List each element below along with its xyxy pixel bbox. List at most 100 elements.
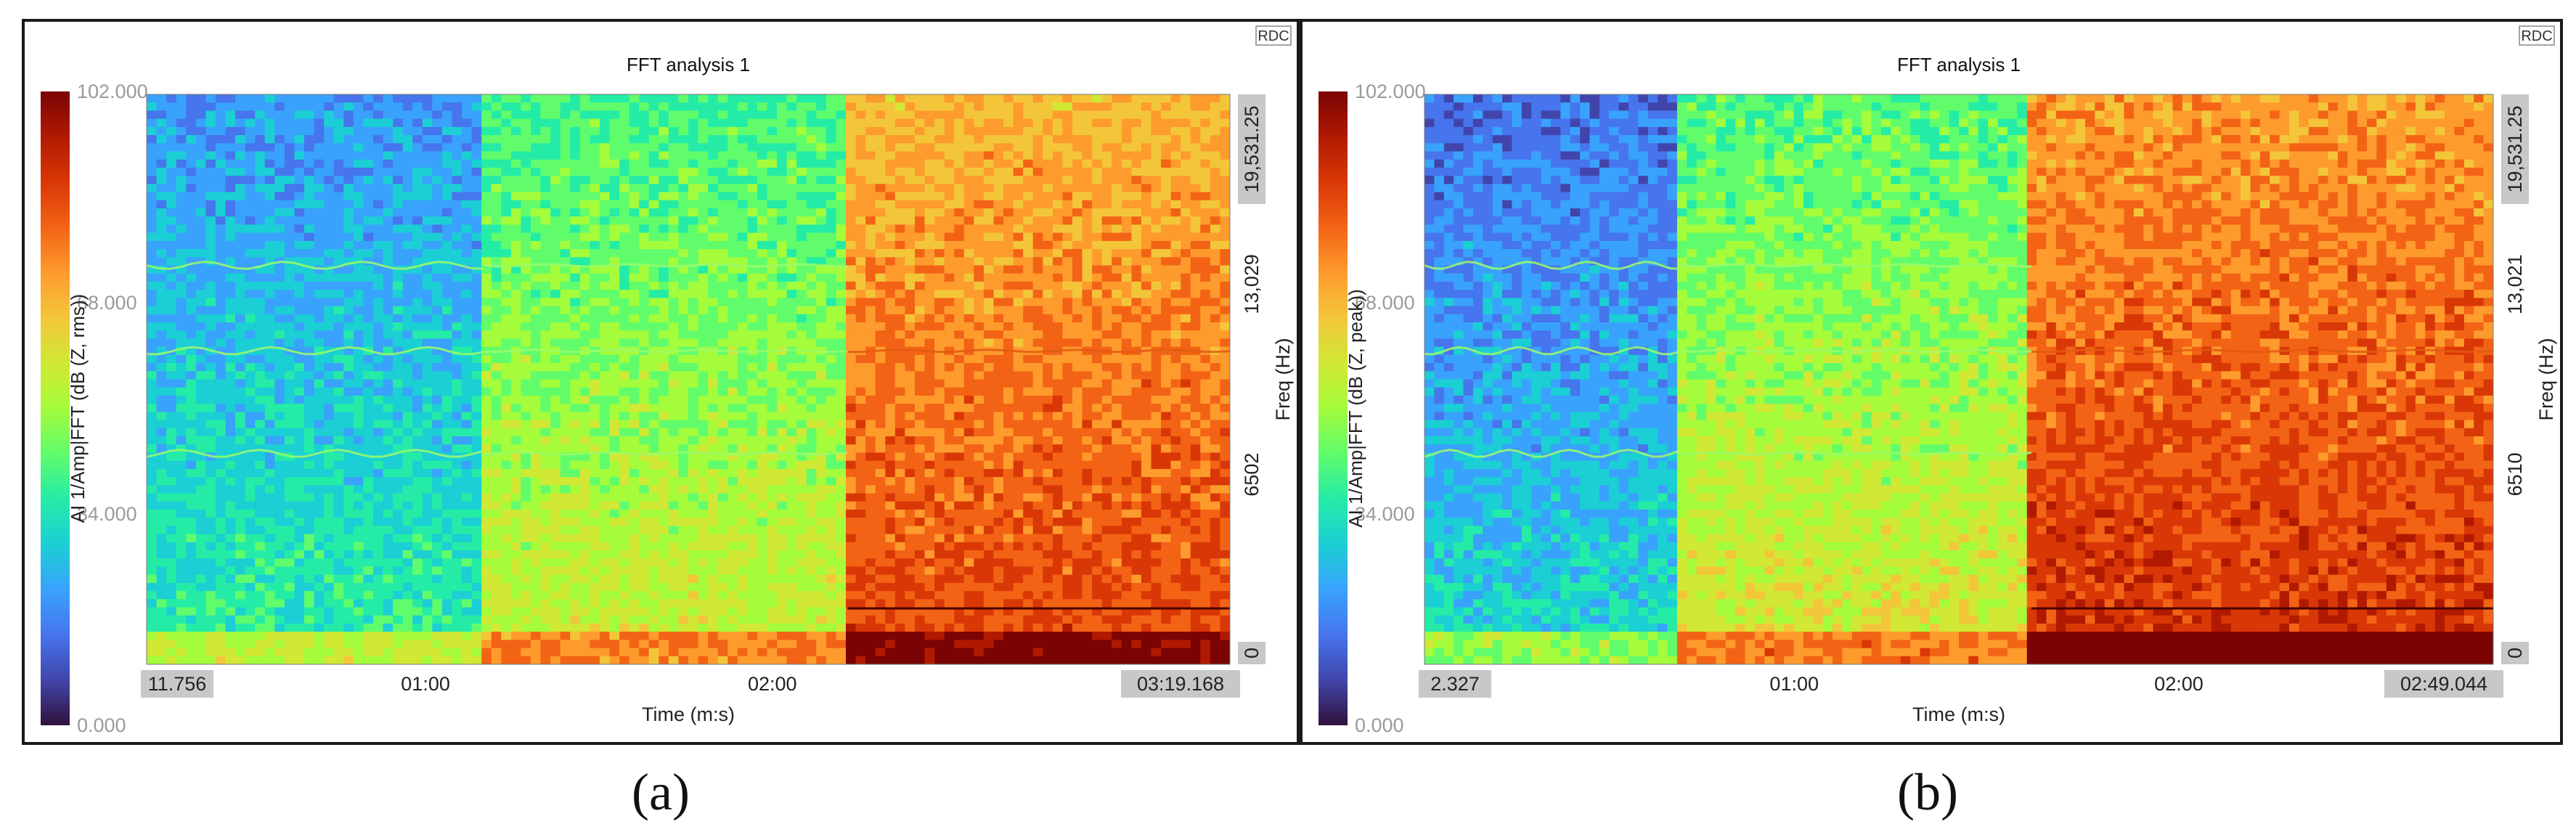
spectrogram-cell [422, 607, 433, 616]
spectrogram-cell [147, 167, 158, 176]
spectrogram-cell [412, 135, 423, 144]
spectrogram-cell [274, 444, 285, 453]
spectrogram-cell [393, 159, 404, 168]
spectrogram-cell [688, 444, 699, 453]
spectrogram-cell [531, 640, 542, 649]
spectrogram-cell [836, 468, 847, 478]
spectrogram-cell [579, 607, 590, 616]
spectrogram-cell [373, 582, 384, 592]
spectrogram-cell [166, 330, 177, 339]
spectrogram-cell [333, 493, 344, 502]
spectrogram-cell [186, 281, 197, 290]
spectrogram-cell [255, 126, 266, 136]
spectrogram-cell [786, 257, 797, 266]
spectrogram-cell [481, 167, 492, 176]
spectrogram-cell [215, 395, 227, 404]
spectrogram-cell [452, 509, 462, 518]
spectrogram-cell [717, 404, 728, 412]
spectrogram-cell [294, 420, 305, 429]
spectrogram-cell [629, 550, 640, 559]
spectrogram-cell [147, 582, 158, 592]
spectrogram-cell [806, 257, 817, 266]
spectrogram-cell [836, 200, 847, 209]
spectrogram-cell [747, 468, 758, 478]
spectrogram-cell [147, 200, 158, 209]
spectrogram-cell [737, 265, 748, 274]
spectrogram-cell [550, 518, 561, 526]
spectrogram-cell [521, 102, 531, 111]
spectrogram-cell [510, 167, 522, 176]
spectrogram-cell [491, 640, 502, 649]
spectrogram-cell [383, 110, 394, 120]
spectrogram-cell [599, 118, 611, 128]
spectrogram-cell [590, 330, 600, 339]
spectrogram-cell [402, 501, 413, 510]
spectrogram-cell [274, 281, 285, 290]
spectrogram-cell [619, 192, 630, 201]
spectrogram-cell [737, 648, 748, 657]
spectrogram-cell [806, 582, 817, 592]
spectrogram-cell [304, 200, 315, 209]
spectrogram-cell [294, 542, 305, 551]
spectrogram-cell [659, 135, 669, 144]
spectrogram-cell [412, 395, 423, 404]
spectrogram-cell [412, 167, 423, 176]
spectrogram-cell [195, 118, 206, 128]
spectrogram-cell [531, 159, 542, 168]
spectrogram-cell [688, 542, 699, 551]
spectrogram-cell [284, 216, 295, 225]
spectrogram-cell [402, 290, 413, 298]
spectrogram-cell [560, 200, 571, 209]
spectrogram-cell [324, 306, 335, 315]
spectrogram-cell [678, 200, 689, 209]
spectrogram-cell [186, 452, 197, 462]
spectrogram-cell [570, 387, 581, 396]
spectrogram-cell [147, 290, 158, 298]
spectrogram-cell [757, 582, 768, 592]
spectrogram-cell [491, 281, 502, 290]
spectrogram-cell [727, 151, 738, 160]
spectrogram-cell [166, 265, 177, 274]
spectrogram-cell [166, 208, 177, 217]
spectrogram-cell [806, 607, 817, 616]
spectrogram-cell [186, 387, 197, 396]
spectrogram-cell [235, 371, 246, 380]
spectrogram-cell [688, 224, 699, 234]
spectrogram-cell [826, 656, 837, 664]
spectrogram-cell [422, 314, 433, 323]
spectrogram-cell [659, 607, 669, 616]
spectrogram-cell [836, 273, 847, 282]
spectrogram-cell [235, 518, 246, 526]
spectrogram-cell [333, 126, 344, 136]
spectrogram-cell [521, 509, 531, 518]
spectrogram-cell [274, 591, 285, 600]
spectrogram-cell [579, 428, 590, 437]
spectrogram-cell [757, 110, 768, 120]
spectrogram-cell [590, 240, 600, 250]
spectrogram-cell [678, 648, 689, 657]
spectrogram-cell [195, 314, 206, 323]
spectrogram-cell [176, 159, 187, 168]
spectrogram-cell [777, 208, 788, 217]
spectrogram-cell [816, 468, 827, 478]
spectrogram-cell [255, 599, 266, 608]
spectrogram-cell [570, 102, 581, 111]
spectrogram-cell [363, 477, 374, 486]
spectrogram-cell [264, 599, 275, 608]
spectrogram-cell [441, 159, 453, 168]
spectrogram-cell [284, 509, 295, 518]
spectrogram-cell [501, 151, 512, 160]
spectrogram-cell [579, 526, 590, 535]
spectrogram-cell [471, 379, 482, 388]
spectrogram-cell [235, 240, 246, 250]
spectrogram-cell [314, 200, 325, 209]
spectrogram-cell [629, 623, 640, 632]
spectrogram-cell [629, 363, 640, 372]
spectrogram-cell [698, 607, 709, 616]
spectrogram-cell [540, 412, 551, 421]
spectrogram-cell [501, 102, 512, 111]
spectrogram-cell [609, 550, 620, 559]
spectrogram-cell [353, 632, 364, 640]
spectrogram-cell [471, 607, 482, 616]
spectrogram-cell [747, 444, 758, 453]
